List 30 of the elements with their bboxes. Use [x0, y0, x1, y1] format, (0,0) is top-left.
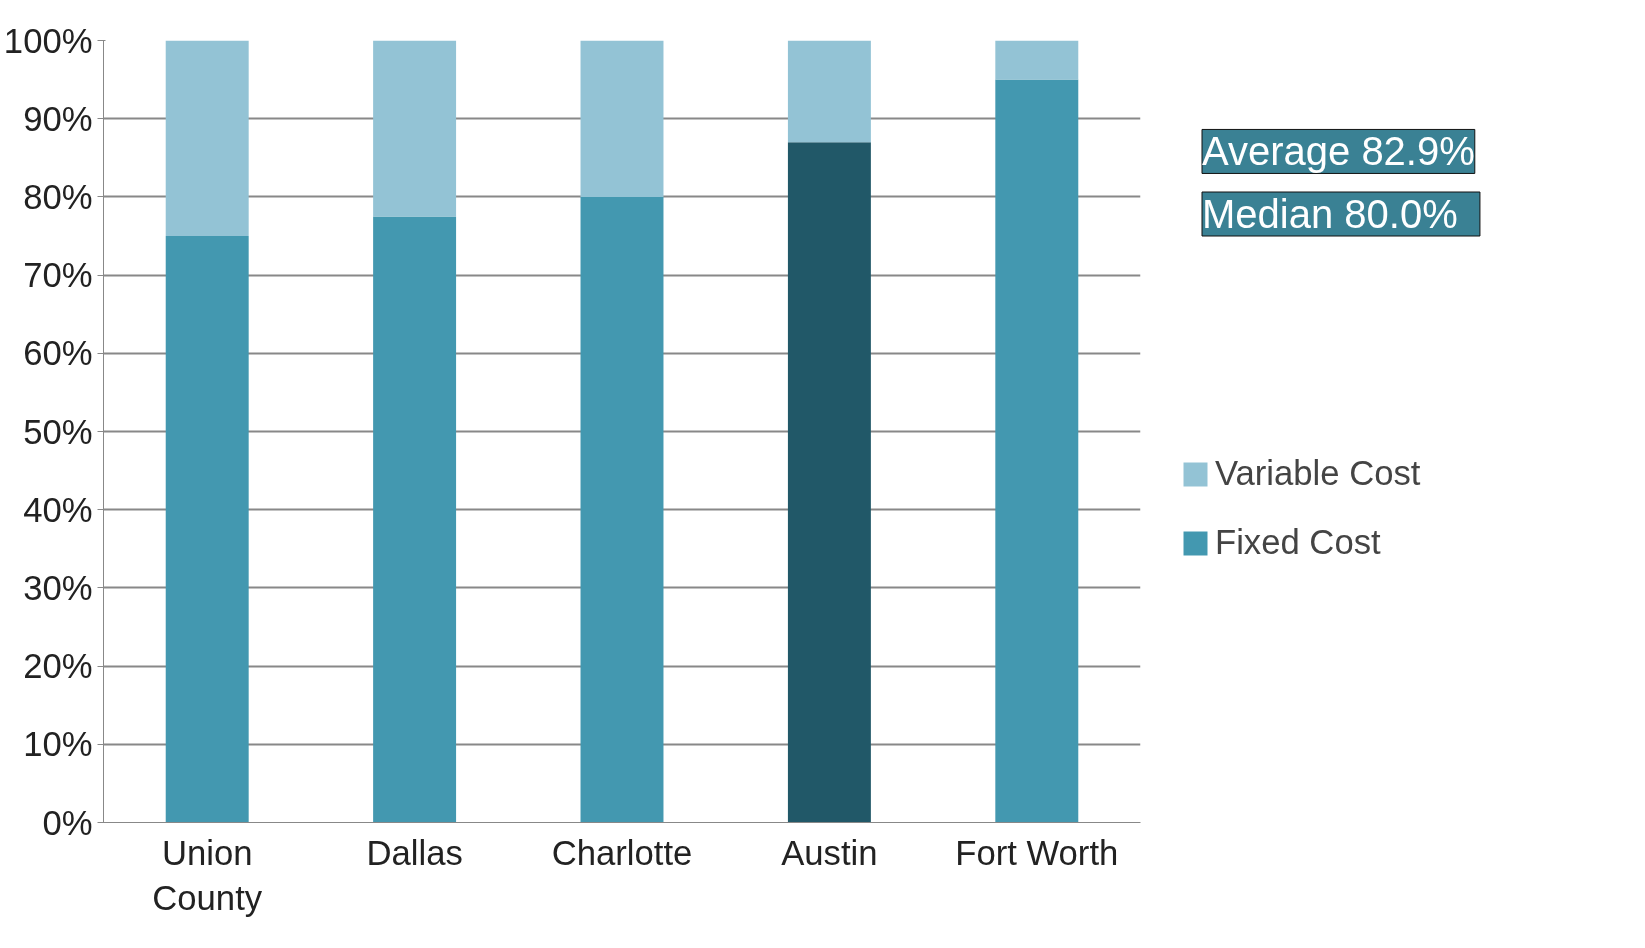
bar [995, 40, 1079, 80]
y-tick-label: 90% [23, 99, 93, 138]
x-tick-label: Union County [152, 833, 263, 918]
text: Average 82.9% [1202, 129, 1475, 174]
bar [995, 79, 1079, 823]
bar [373, 216, 457, 823]
y-tick-label: 30% [23, 568, 93, 607]
x-tick-label: Dallas [366, 833, 463, 872]
y-tick-label: 10% [23, 725, 93, 764]
text: Median 80.0% [1202, 192, 1458, 236]
y-tick-label: 70% [23, 256, 93, 295]
y-tick-label: 100% [3, 21, 93, 60]
bar [787, 40, 871, 143]
bar [580, 40, 664, 197]
bar [580, 196, 664, 823]
legend-label: Variable Cost [1215, 454, 1421, 493]
x-tick-label: Fort Worth [955, 833, 1119, 872]
bar [373, 40, 457, 217]
legend-label: Fixed Cost [1215, 523, 1381, 562]
y-tick-label: 40% [23, 490, 93, 529]
y-tick-label: 60% [23, 334, 93, 373]
y-tick-label: 20% [23, 647, 93, 686]
y-tick-label: 0% [42, 803, 93, 842]
x-tick-label: Charlotte [551, 833, 693, 872]
bar [165, 236, 249, 823]
x-tick-label: Austin [781, 833, 878, 872]
y-tick-label: 50% [23, 412, 93, 451]
bar [165, 40, 249, 236]
y-tick-label: 80% [23, 177, 93, 216]
bar [787, 142, 871, 823]
